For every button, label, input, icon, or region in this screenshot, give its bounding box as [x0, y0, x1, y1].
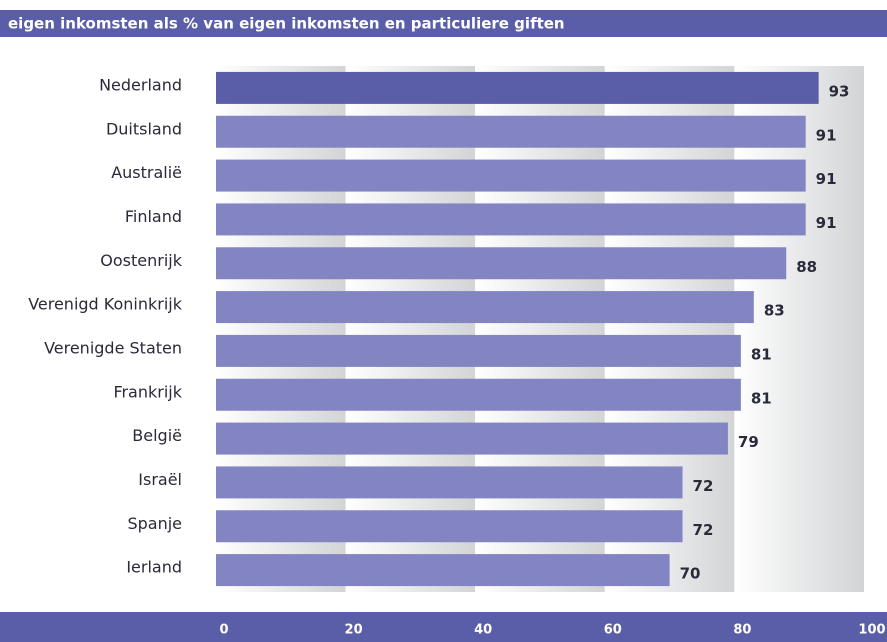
- value-label: 70: [680, 565, 701, 583]
- chart-title: eigen inkomsten als % van eigen inkomste…: [8, 15, 565, 33]
- x-tick-label: 80: [733, 623, 751, 638]
- y-tick-label: Australië: [111, 163, 182, 182]
- bar: [216, 159, 806, 192]
- y-tick-label: Verenigd Koninkrijk: [28, 295, 183, 314]
- bar: [216, 203, 806, 236]
- x-tick-label: 60: [604, 623, 622, 638]
- grid-column: [345, 66, 476, 592]
- value-label: 91: [816, 126, 837, 144]
- axis-bar: [0, 612, 887, 642]
- y-tick-label: Duitsland: [106, 119, 182, 138]
- bar: [216, 247, 787, 280]
- y-tick-label: Frankrijk: [113, 382, 182, 401]
- x-tick-label: 0: [219, 623, 228, 638]
- value-label: 81: [751, 389, 772, 407]
- x-tick-label: 20: [345, 623, 363, 638]
- y-tick-label: Finland: [125, 207, 182, 226]
- value-label: 88: [796, 258, 817, 276]
- value-label: 81: [751, 345, 772, 363]
- bar: [216, 510, 683, 543]
- bar: [216, 554, 670, 587]
- title-bar: [0, 10, 887, 37]
- y-tick-label: Ierland: [126, 558, 182, 577]
- value-label: 91: [816, 170, 837, 188]
- value-label: 93: [829, 82, 850, 100]
- grid-column: [216, 66, 346, 592]
- y-tick-label: Israël: [138, 470, 182, 489]
- bar: [216, 422, 728, 455]
- y-tick-label: Nederland: [99, 75, 182, 94]
- y-tick-label: België: [132, 426, 182, 445]
- value-label: 79: [738, 433, 759, 451]
- bar: [216, 466, 683, 499]
- y-tick-label: Verenigde Staten: [44, 338, 182, 357]
- grid-column: [734, 66, 864, 592]
- bar: [216, 115, 806, 148]
- bar: [216, 378, 741, 411]
- x-tick-label: 40: [474, 623, 492, 638]
- y-tick-label: Spanje: [127, 514, 182, 533]
- bar: [216, 71, 819, 104]
- y-tick-label: Oostenrijk: [100, 251, 182, 270]
- x-tick-label: 100: [858, 623, 885, 638]
- bar: [216, 291, 754, 324]
- grid-column: [475, 66, 605, 592]
- value-label: 83: [764, 302, 785, 320]
- grid-column: [604, 66, 735, 592]
- value-label: 91: [816, 214, 837, 232]
- bar: [216, 334, 741, 367]
- value-label: 72: [693, 521, 714, 539]
- value-label: 72: [693, 477, 714, 495]
